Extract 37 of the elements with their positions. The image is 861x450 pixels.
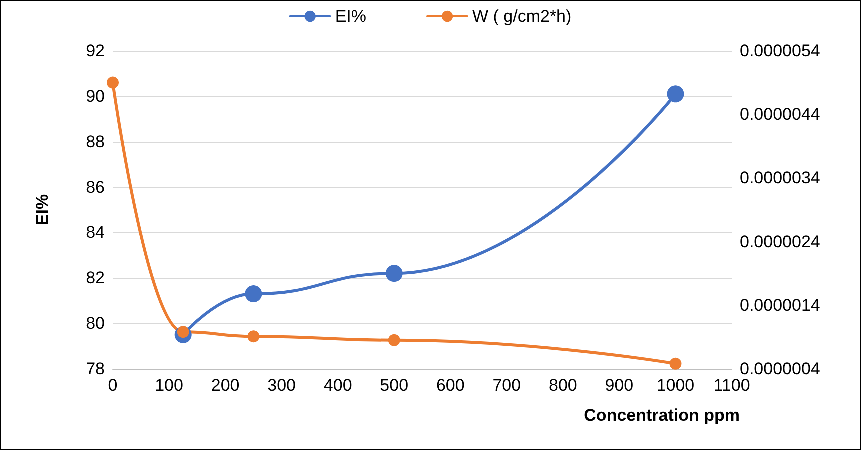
point (248, 330, 260, 343)
x-tick-label: 1000 (656, 376, 695, 395)
x-tick-label: 100 (155, 376, 184, 395)
y2-tick-label: 0.0000044 (740, 105, 820, 124)
point (388, 334, 400, 346)
x-tick-label: 700 (492, 376, 522, 395)
x-tick-label: 400 (324, 376, 352, 395)
x-tick-label: 300 (268, 376, 296, 395)
y-tick-label: 84 (86, 223, 105, 242)
x-tick-label: 600 (436, 376, 465, 395)
y2-tick-label: 0.0000004 (740, 360, 820, 378)
point (670, 358, 682, 370)
x-tick-label: 800 (548, 376, 578, 395)
x-tick-label: 500 (380, 376, 409, 395)
legend-label: W ( g/cm2*h) (472, 7, 572, 26)
point (107, 76, 119, 89)
x-tick-label: 0 (108, 376, 118, 395)
x-tick-label: 1100 (714, 376, 750, 395)
y-tick-label: 86 (86, 178, 105, 197)
point (245, 286, 262, 303)
x-axis-title: Concentration ppm (584, 406, 740, 425)
y-tick-label: 78 (86, 360, 105, 378)
x-tick-label: 200 (211, 376, 240, 395)
y2-tick-label: 0.0000024 (740, 232, 820, 252)
y2-tick-label: 0.0000014 (740, 296, 820, 315)
y-tick-label: 80 (86, 314, 105, 334)
point (386, 265, 403, 282)
y-axis-title: EI% (33, 194, 52, 226)
point (667, 86, 684, 103)
y2-tick-label: 0.0000034 (740, 168, 820, 188)
x-tick-label: 900 (605, 376, 634, 395)
y-tick-label: 88 (86, 132, 105, 152)
y-tick-label: 92 (86, 42, 105, 60)
y2-tick-label: 0.0000054 (740, 42, 820, 60)
y-tick-label: 82 (86, 268, 105, 288)
legend-label: EI% (335, 7, 367, 26)
y-tick-label: 90 (86, 86, 105, 106)
